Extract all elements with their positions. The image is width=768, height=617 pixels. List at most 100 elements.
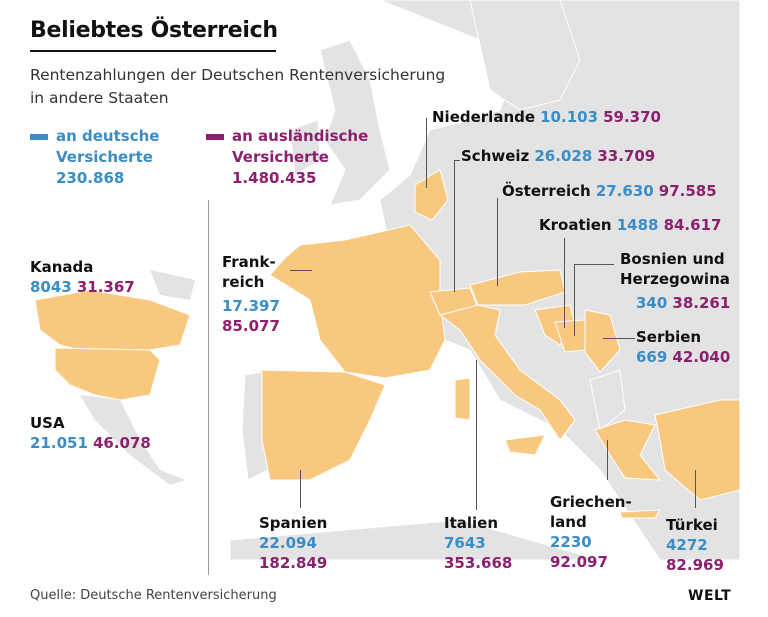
leader-line	[300, 470, 301, 508]
value-german: 22.094	[259, 534, 317, 552]
legend-label: Versicherte	[56, 148, 153, 166]
value-foreign: 59.370	[603, 108, 661, 126]
country-name: land	[550, 513, 587, 531]
leader-line	[426, 118, 427, 188]
value-foreign: 353.668	[444, 554, 513, 572]
country-name: Türkei	[666, 516, 718, 534]
leader-line	[564, 238, 565, 328]
leader-line	[497, 198, 498, 286]
country-crete	[619, 509, 661, 519]
value-foreign: 82.969	[666, 556, 724, 574]
label-serbien: Serbien 669 42.040	[636, 327, 730, 367]
country-turkey	[654, 399, 741, 501]
land-north-africa	[229, 519, 601, 561]
country-name: Serbien	[636, 328, 702, 346]
legend-label: an ausländische	[232, 127, 369, 145]
country-name: Herzegowina	[620, 270, 730, 288]
subtitle: Rentenzahlungen der Deutschen Rentenvers…	[30, 64, 445, 110]
country-name: Spanien	[259, 514, 328, 532]
country-name: Österreich	[502, 182, 591, 200]
value-german: 1488	[616, 216, 659, 234]
land-scandinavia	[469, 0, 581, 111]
source-note: Quelle: Deutsche Rentenversicherung	[30, 588, 277, 603]
country-greece	[594, 419, 662, 481]
label-niederlande: Niederlande 10.103 59.370	[432, 107, 661, 127]
legend-german: an deutsche Versicherte 230.868	[30, 126, 159, 189]
value-foreign: 97.585	[658, 182, 717, 200]
legend-total: 1.480.435	[232, 169, 317, 187]
country-name: USA	[30, 414, 65, 432]
leader-line	[290, 270, 312, 271]
label-frankreich: Frank- reich 17.397 85.077	[222, 252, 280, 336]
label-kanada: Kanada 8043 31.367	[30, 257, 135, 297]
subtitle-line: in andere Staaten	[30, 89, 169, 107]
land-balkans-other	[589, 369, 626, 431]
leader-line	[476, 360, 477, 510]
leader-line	[574, 264, 614, 265]
value-german: 27.630	[595, 182, 654, 200]
leader-line	[603, 338, 635, 339]
country-name: Kroatien	[539, 216, 612, 234]
country-name: Frank-	[222, 253, 276, 271]
value-foreign: 46.078	[92, 434, 151, 452]
legend-label: Versicherte	[232, 148, 329, 166]
legend-label: an deutsche	[56, 127, 160, 145]
country-name: Bosnien und	[620, 250, 725, 268]
country-canada	[34, 289, 191, 356]
value-foreign: 92.097	[550, 553, 608, 571]
legend-swatch-blue	[30, 133, 48, 140]
leader-line	[454, 160, 455, 292]
label-oesterreich: Österreich 27.630 97.585	[502, 181, 717, 201]
value-german: 4272	[666, 536, 708, 554]
welt-logo: WELT	[688, 588, 732, 604]
country-name: Schweiz	[461, 147, 530, 165]
land-greenland	[150, 270, 195, 300]
value-german: 17.397	[222, 297, 280, 315]
value-foreign: 182.849	[259, 554, 328, 572]
country-name: reich	[222, 273, 265, 291]
title-underline	[30, 50, 276, 52]
label-usa: USA 21.051 46.078	[30, 413, 151, 453]
value-foreign: 85.077	[222, 317, 280, 335]
country-usa	[54, 347, 161, 401]
leader-line	[574, 264, 575, 336]
country-name: Italien	[444, 514, 499, 532]
divider	[208, 200, 209, 575]
value-foreign: 42.040	[672, 348, 731, 366]
country-sardinia	[454, 377, 471, 421]
country-serbia	[584, 309, 621, 373]
country-name: Griechen-	[550, 493, 632, 511]
label-spanien: Spanien 22.094 182.849	[259, 513, 327, 573]
country-spain	[254, 369, 386, 481]
label-schweiz: Schweiz 26.028 33.709	[461, 146, 655, 166]
value-german: 2230	[550, 533, 592, 551]
value-german: 340	[636, 294, 668, 312]
value-german: 21.051	[30, 434, 88, 452]
label-kroatien: Kroatien 1488 84.617	[539, 215, 721, 235]
land-central-america	[80, 395, 185, 485]
subtitle-line: Rentenzahlungen der Deutschen Rentenvers…	[30, 66, 446, 84]
legend-total: 230.868	[56, 169, 125, 187]
value-german: 669	[636, 348, 668, 366]
country-sicily	[504, 434, 546, 456]
value-foreign: 33.709	[597, 147, 656, 165]
leader-line	[695, 470, 696, 508]
label-griechenland: Griechen- land 2230 92.097	[550, 492, 632, 572]
value-foreign: 31.367	[76, 278, 135, 296]
value-foreign: 38.261	[672, 294, 731, 312]
country-france	[269, 224, 446, 379]
country-name: Niederlande	[432, 108, 536, 126]
value-german: 26.028	[534, 147, 593, 165]
page-title: Beliebtes Österreich	[30, 18, 278, 43]
value-foreign: 84.617	[663, 216, 722, 234]
value-german: 7643	[444, 534, 486, 552]
country-italy	[438, 304, 576, 441]
country-name: Kanada	[30, 258, 94, 276]
land-uk	[319, 39, 391, 206]
country-netherlands	[414, 169, 449, 221]
legend-swatch-purple	[206, 133, 224, 140]
leader-line	[454, 160, 460, 161]
land-ireland	[289, 119, 321, 176]
label-tuerkei: Türkei 4272 82.969	[666, 515, 724, 575]
